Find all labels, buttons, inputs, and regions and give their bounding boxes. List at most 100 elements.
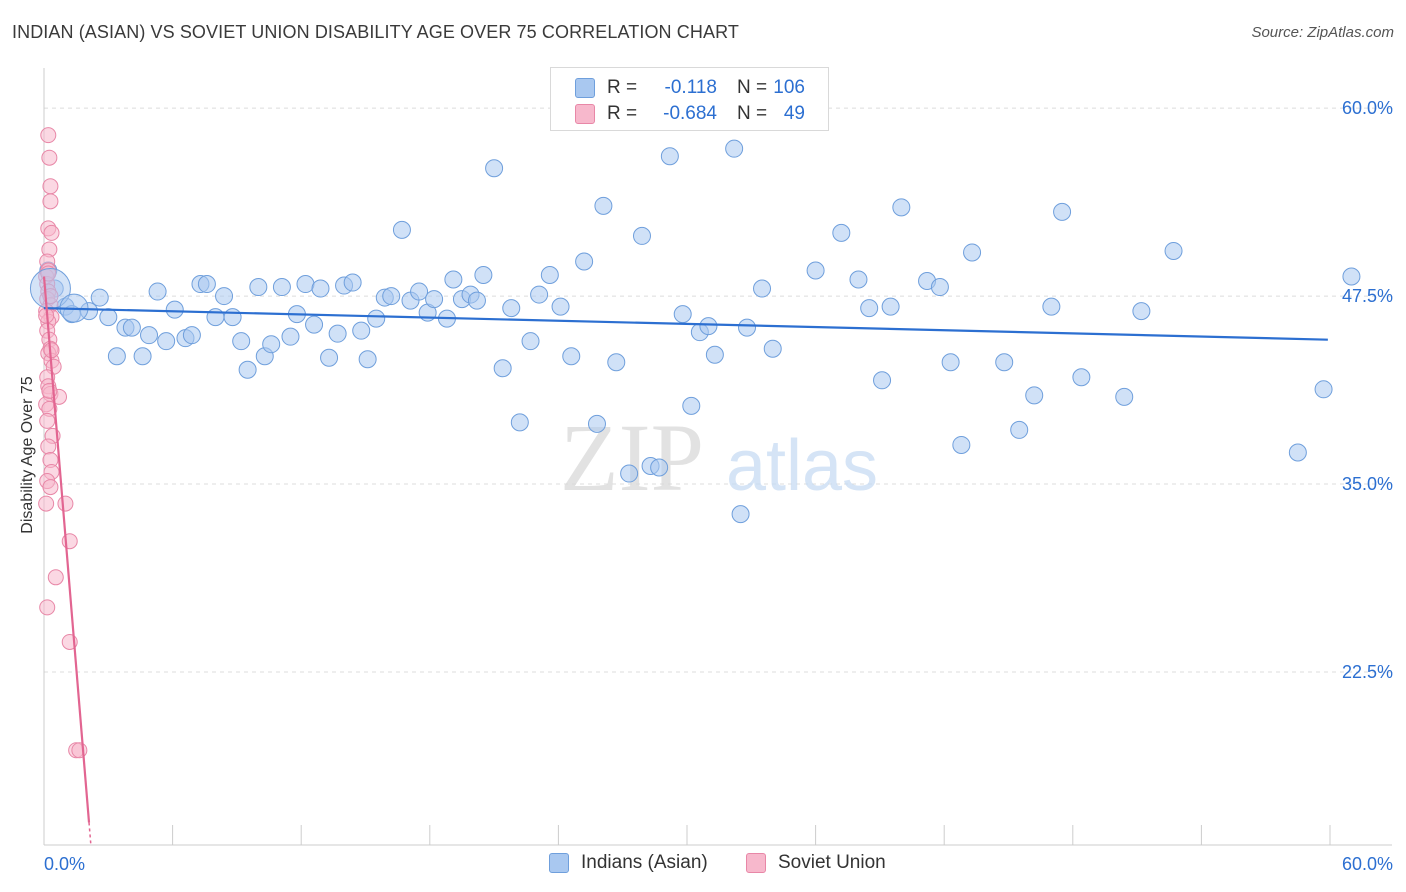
point-indians — [551, 297, 570, 316]
point-indians — [995, 353, 1014, 372]
point-indians — [930, 278, 949, 297]
point-indians — [521, 332, 540, 351]
point-indians — [320, 348, 339, 367]
point-indians — [1342, 267, 1361, 286]
point-soviet — [42, 178, 59, 195]
point-indians — [328, 324, 347, 343]
legend-swatch-soviet — [575, 104, 595, 124]
point-indians — [753, 279, 772, 298]
series-swatch-indians — [549, 853, 569, 873]
point-indians — [632, 226, 651, 245]
legend-n-value: 106 — [773, 77, 805, 98]
axes — [43, 68, 1392, 846]
point-indians — [594, 196, 613, 215]
point-indians — [725, 139, 744, 158]
point-indians — [860, 299, 879, 318]
point-indians — [620, 464, 639, 483]
point-indians — [763, 339, 782, 358]
legend-r-value: -0.118 — [664, 77, 717, 98]
point-indians — [425, 290, 444, 309]
point-indians — [881, 297, 900, 316]
point-indians — [673, 305, 692, 324]
grid-lines — [44, 107, 1392, 673]
series-legend-soviet: Soviet Union — [746, 852, 886, 874]
point-indians — [122, 318, 141, 337]
point-soviet — [42, 193, 59, 210]
source-label: Source: ZipAtlas.com — [1251, 24, 1394, 41]
point-soviet — [40, 438, 57, 455]
point-indians — [232, 332, 251, 351]
point-indians — [562, 347, 581, 366]
point-indians — [941, 353, 960, 372]
point-indians — [107, 347, 126, 366]
point-indians — [99, 308, 118, 327]
series-legend-indians: Indians (Asian) — [549, 852, 708, 874]
watermark-atlas: atlas — [726, 426, 878, 506]
y-axis-label: Disability Age Over 75 — [19, 376, 36, 534]
point-indians — [410, 282, 429, 301]
point-soviet — [40, 127, 57, 144]
point-indians — [699, 317, 718, 336]
point-indians — [1164, 241, 1183, 260]
point-indians — [343, 273, 362, 292]
point-indians — [540, 266, 559, 285]
point-indians — [530, 285, 549, 304]
point-soviet — [47, 569, 64, 586]
legend-row-indians: R = -0.118 N = 106 — [575, 76, 805, 100]
legend-row-soviet: R = -0.684 N = 49 — [575, 102, 805, 126]
point-indians — [873, 371, 892, 390]
point-indians — [392, 220, 411, 239]
point-indians — [272, 278, 291, 297]
point-indians — [1042, 297, 1061, 316]
point-soviet — [39, 599, 56, 616]
point-soviet — [38, 495, 55, 512]
watermark-zip: ZIP — [560, 404, 704, 511]
point-indians — [607, 353, 626, 372]
data-points — [29, 127, 1361, 759]
point-indians — [731, 505, 750, 524]
point-soviet — [43, 224, 60, 241]
legend-swatch-indians — [575, 78, 595, 98]
point-soviet — [39, 412, 56, 429]
series-label-indians: Indians (Asian) — [581, 852, 708, 873]
point-indians — [215, 287, 234, 306]
point-indians — [238, 360, 257, 379]
point-soviet — [57, 495, 74, 512]
point-indians — [705, 345, 724, 364]
point-indians — [262, 335, 281, 354]
point-indians — [738, 318, 757, 337]
point-indians — [485, 159, 504, 178]
trend-line-soviet-extension — [88, 822, 92, 846]
point-indians — [849, 270, 868, 289]
point-indians — [832, 223, 851, 242]
legend-n-label: N = — [737, 103, 768, 124]
legend-n-value: 49 — [783, 103, 805, 124]
point-indians — [148, 282, 167, 301]
point-indians — [358, 350, 377, 369]
y-tick-label: 60.0% — [1342, 98, 1393, 118]
legend-r-value: -0.684 — [663, 103, 717, 124]
point-indians — [682, 396, 701, 415]
point-indians — [249, 278, 268, 297]
point-indians — [305, 315, 324, 334]
tick-labels: 22.5% 35.0% 47.5% 60.0% 0.0% 60.0% — [44, 98, 1393, 874]
point-indians — [952, 435, 971, 454]
point-indians — [587, 414, 606, 433]
point-indians — [382, 287, 401, 306]
point-indians — [493, 359, 512, 378]
point-indians — [296, 275, 315, 294]
trend-lines — [42, 276, 1328, 846]
point-indians — [650, 458, 669, 477]
point-indians — [1010, 420, 1029, 439]
point-indians — [502, 299, 521, 318]
chart-title: INDIAN (ASIAN) VS SOVIET UNION DISABILIT… — [12, 22, 739, 42]
point-indians — [182, 326, 201, 345]
point-indians — [444, 270, 463, 289]
correlation-legend: R = -0.118 N = 106 R = -0.684 N = 49 — [550, 67, 829, 131]
point-indians — [892, 198, 911, 217]
point-soviet — [41, 149, 58, 166]
point-indians — [90, 288, 109, 307]
x-tick-label: 0.0% — [44, 854, 85, 874]
trend-line-soviet — [42, 276, 91, 823]
